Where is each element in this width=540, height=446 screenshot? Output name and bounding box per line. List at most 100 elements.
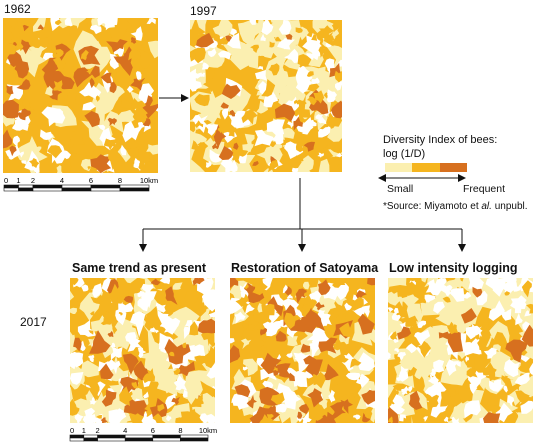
map-patch	[304, 292, 310, 297]
map-patch	[141, 291, 157, 309]
map-patch	[100, 363, 114, 380]
map-patch	[213, 124, 227, 148]
map-patch	[100, 317, 113, 326]
map-patch	[424, 294, 436, 303]
map-patch	[275, 330, 287, 342]
map-patch	[165, 286, 178, 305]
map-patch	[178, 372, 204, 405]
map-patch	[295, 288, 307, 304]
map-patch	[267, 296, 284, 317]
map-patch	[272, 144, 283, 151]
map-patch	[309, 89, 329, 115]
scale-segment	[18, 184, 34, 189]
map-patch	[260, 344, 267, 354]
map-patch	[250, 44, 260, 53]
map-patch	[199, 413, 209, 423]
map-patch	[284, 286, 292, 296]
map-patch	[318, 46, 327, 58]
map-patch	[54, 49, 64, 60]
map-patch	[37, 24, 44, 30]
map-patch	[295, 27, 303, 34]
map-patch	[234, 311, 246, 324]
map-patch	[242, 323, 249, 330]
map-patch	[355, 332, 365, 342]
bee-diversity-map-satoyama-restoration	[230, 278, 375, 423]
map-patch	[217, 50, 231, 60]
map-patch	[408, 390, 423, 410]
map-patch	[197, 318, 215, 334]
map-patch	[108, 409, 127, 423]
map-patch	[117, 109, 140, 123]
map-patch	[120, 144, 127, 156]
map-patch	[427, 373, 439, 384]
map-patch	[217, 60, 239, 86]
map-patch	[407, 366, 417, 377]
scale-tick-label: 2	[31, 176, 35, 185]
scale-tick-label: 1	[82, 426, 86, 435]
map-patch	[90, 24, 102, 35]
map-patch	[73, 337, 82, 352]
scale-bar-top: 0 1 2 4 6 8 10km	[3, 176, 171, 196]
map-patch	[156, 369, 178, 397]
map-patch	[392, 394, 405, 407]
map-patch	[285, 278, 293, 283]
map-patch	[156, 326, 166, 334]
map-patch	[147, 40, 158, 59]
map-patch	[180, 408, 196, 422]
map-patch	[82, 413, 96, 423]
map-patch	[89, 330, 111, 354]
map-patch	[388, 416, 393, 423]
map-patch	[81, 284, 89, 292]
map-patch	[90, 294, 105, 305]
map-patch	[122, 353, 139, 375]
map-patch	[106, 39, 128, 53]
map-patch	[433, 359, 445, 373]
map-patch	[205, 413, 215, 423]
map-patch	[469, 383, 478, 395]
map-patch	[242, 141, 253, 153]
map-patch	[100, 72, 112, 84]
map-patch	[130, 97, 147, 109]
map-patch	[173, 368, 181, 376]
map-patch	[90, 154, 113, 173]
map-patch	[16, 79, 31, 90]
map-patch	[19, 39, 31, 55]
map-patch	[9, 145, 17, 157]
map-patch	[252, 160, 259, 166]
map-patch	[311, 34, 318, 41]
map-patch	[194, 394, 204, 406]
map-patch	[499, 398, 519, 416]
map-patch	[488, 300, 505, 321]
map-patch	[337, 164, 342, 171]
map-patch	[142, 417, 149, 423]
map-patch	[102, 18, 115, 28]
legend-title-line2: log (1/D)	[383, 148, 426, 160]
map-patch	[32, 148, 61, 173]
map-patch	[446, 359, 460, 376]
source-suffix: unpubl.	[491, 201, 528, 212]
map-patch	[20, 160, 27, 165]
map-patch	[303, 141, 315, 152]
map-patch	[370, 291, 375, 308]
map-patch	[182, 342, 187, 349]
map-patch	[268, 405, 276, 414]
map-patch	[257, 65, 264, 71]
map-patch	[113, 46, 135, 76]
map-patch	[203, 345, 215, 360]
map-patch	[512, 282, 521, 292]
map-patch	[417, 293, 426, 303]
map-patch	[192, 278, 205, 286]
map-patch	[397, 352, 406, 361]
map-patch	[317, 279, 331, 296]
map-patch	[308, 290, 323, 305]
map-patch	[190, 51, 196, 62]
map-patch	[189, 321, 199, 336]
map-patch	[494, 331, 508, 345]
map-patch	[510, 298, 527, 309]
map-patch	[157, 403, 165, 412]
map-patch	[407, 281, 425, 298]
map-patch	[278, 20, 292, 35]
map-patch	[394, 310, 407, 322]
year-label-1962: 1962	[4, 2, 31, 16]
map-patch	[230, 402, 234, 409]
